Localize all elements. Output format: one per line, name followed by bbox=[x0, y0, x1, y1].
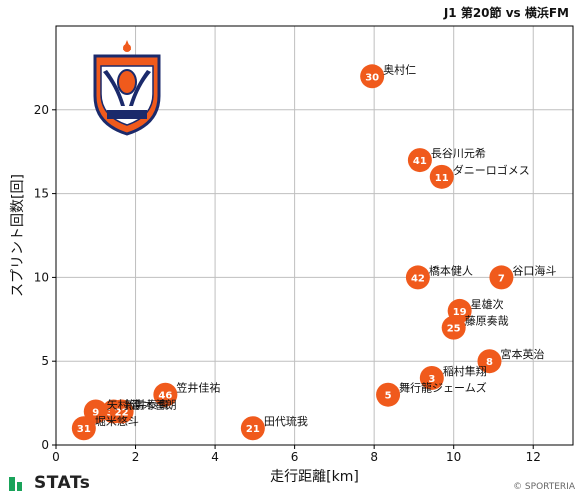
player-number: 46 bbox=[158, 391, 172, 402]
player-marker bbox=[489, 265, 514, 290]
player-point: 25 bbox=[441, 315, 466, 340]
copyright-text: © SPORTERIA bbox=[513, 482, 575, 492]
y-tick-label: 20 bbox=[34, 103, 49, 117]
player-number: 3 bbox=[428, 374, 435, 385]
player-number: 31 bbox=[77, 424, 91, 435]
player-marker bbox=[71, 416, 96, 441]
player-number: 21 bbox=[246, 424, 260, 435]
player-name-label: 奥村仁 bbox=[383, 62, 416, 76]
player-point: 46 bbox=[153, 382, 178, 407]
player-number: 22 bbox=[115, 407, 129, 418]
player-marker bbox=[407, 148, 432, 173]
x-axis-label: 走行距離[km] bbox=[270, 468, 359, 485]
player-point: 41 bbox=[407, 148, 432, 173]
player-point: 42 bbox=[405, 265, 430, 290]
player-marker bbox=[441, 315, 466, 340]
player-number: 42 bbox=[411, 273, 425, 284]
player-name-label: 笠井佳祐 bbox=[176, 381, 220, 395]
player-number: 30 bbox=[365, 72, 379, 83]
player-name-label: 新井泰貴 bbox=[125, 397, 169, 411]
club-emblem bbox=[93, 40, 161, 136]
player-point: 7 bbox=[489, 265, 514, 290]
player-marker bbox=[477, 349, 502, 374]
player-name-label: ダニーロゴメス bbox=[453, 163, 530, 177]
player-name-label: 田代琉我 bbox=[264, 414, 308, 428]
y-tick-label: 0 bbox=[41, 438, 49, 452]
plot-frame bbox=[55, 25, 574, 446]
player-number: 19 bbox=[453, 307, 467, 318]
player-point: 5 bbox=[376, 382, 401, 407]
player-marker bbox=[83, 399, 108, 424]
x-tick-label: 4 bbox=[211, 450, 219, 464]
stats-logo-icon bbox=[9, 477, 22, 491]
player-marker bbox=[429, 164, 454, 189]
player-name-label: 稲村隼翔 bbox=[443, 364, 487, 378]
y-tick-label: 15 bbox=[34, 187, 49, 201]
player-name-label: 橋本健人 bbox=[429, 263, 473, 277]
stats-logo: STATs bbox=[8, 472, 90, 494]
player-name-label: 宮本英治 bbox=[500, 347, 544, 361]
player-number: 7 bbox=[498, 273, 505, 284]
player-marker bbox=[153, 382, 178, 407]
player-marker bbox=[419, 365, 444, 390]
player-number: 41 bbox=[413, 156, 427, 167]
player-marker bbox=[240, 416, 265, 441]
player-point: 9 bbox=[83, 399, 108, 424]
player-name-label: 堀米悠斗 bbox=[95, 414, 139, 428]
player-number: 8 bbox=[486, 357, 493, 368]
chart-title: J1 第20節 vs 横浜FM bbox=[443, 6, 569, 20]
player-name-label: 高木善朗 bbox=[133, 397, 177, 411]
x-tick-label: 6 bbox=[291, 450, 299, 464]
x-tick-label: 10 bbox=[446, 450, 461, 464]
player-point: 8 bbox=[477, 349, 502, 374]
player-point: 3 bbox=[419, 365, 444, 390]
y-axis-label: スプリント回数[回] bbox=[10, 174, 26, 297]
player-point: 21 bbox=[240, 416, 265, 441]
x-tick-label: 12 bbox=[526, 450, 541, 464]
x-tick-label: 2 bbox=[132, 450, 140, 464]
player-number: 9 bbox=[92, 407, 99, 418]
player-name-label: 谷口海斗 bbox=[512, 263, 556, 277]
x-tick-label: 8 bbox=[370, 450, 378, 464]
player-name-label: 矢村健 bbox=[107, 397, 140, 411]
player-point: 31 bbox=[71, 416, 96, 441]
player-marker bbox=[376, 382, 401, 407]
x-tick-label: 0 bbox=[52, 450, 60, 464]
player-marker bbox=[360, 64, 385, 89]
points-layer: 304111427192583546933222131 bbox=[71, 64, 514, 441]
stats-brand-text: STATs bbox=[34, 473, 91, 493]
player-point: 30 bbox=[360, 64, 385, 89]
player-marker bbox=[405, 265, 430, 290]
player-name-label: 星雄次 bbox=[471, 297, 504, 311]
player-number: 11 bbox=[435, 173, 449, 184]
player-marker bbox=[109, 399, 134, 424]
player-number: 5 bbox=[385, 391, 392, 402]
player-name-label: 舞行龍ジェームズ bbox=[399, 381, 487, 395]
y-tick-label: 5 bbox=[41, 354, 49, 368]
player-name-label: 長谷川元希 bbox=[431, 146, 486, 160]
player-name-label: 藤原奏哉 bbox=[465, 314, 509, 328]
y-tick-label: 10 bbox=[34, 270, 49, 284]
player-number: 25 bbox=[447, 324, 461, 335]
player-point: 11 bbox=[429, 164, 454, 189]
player-point: 22 bbox=[109, 399, 134, 424]
